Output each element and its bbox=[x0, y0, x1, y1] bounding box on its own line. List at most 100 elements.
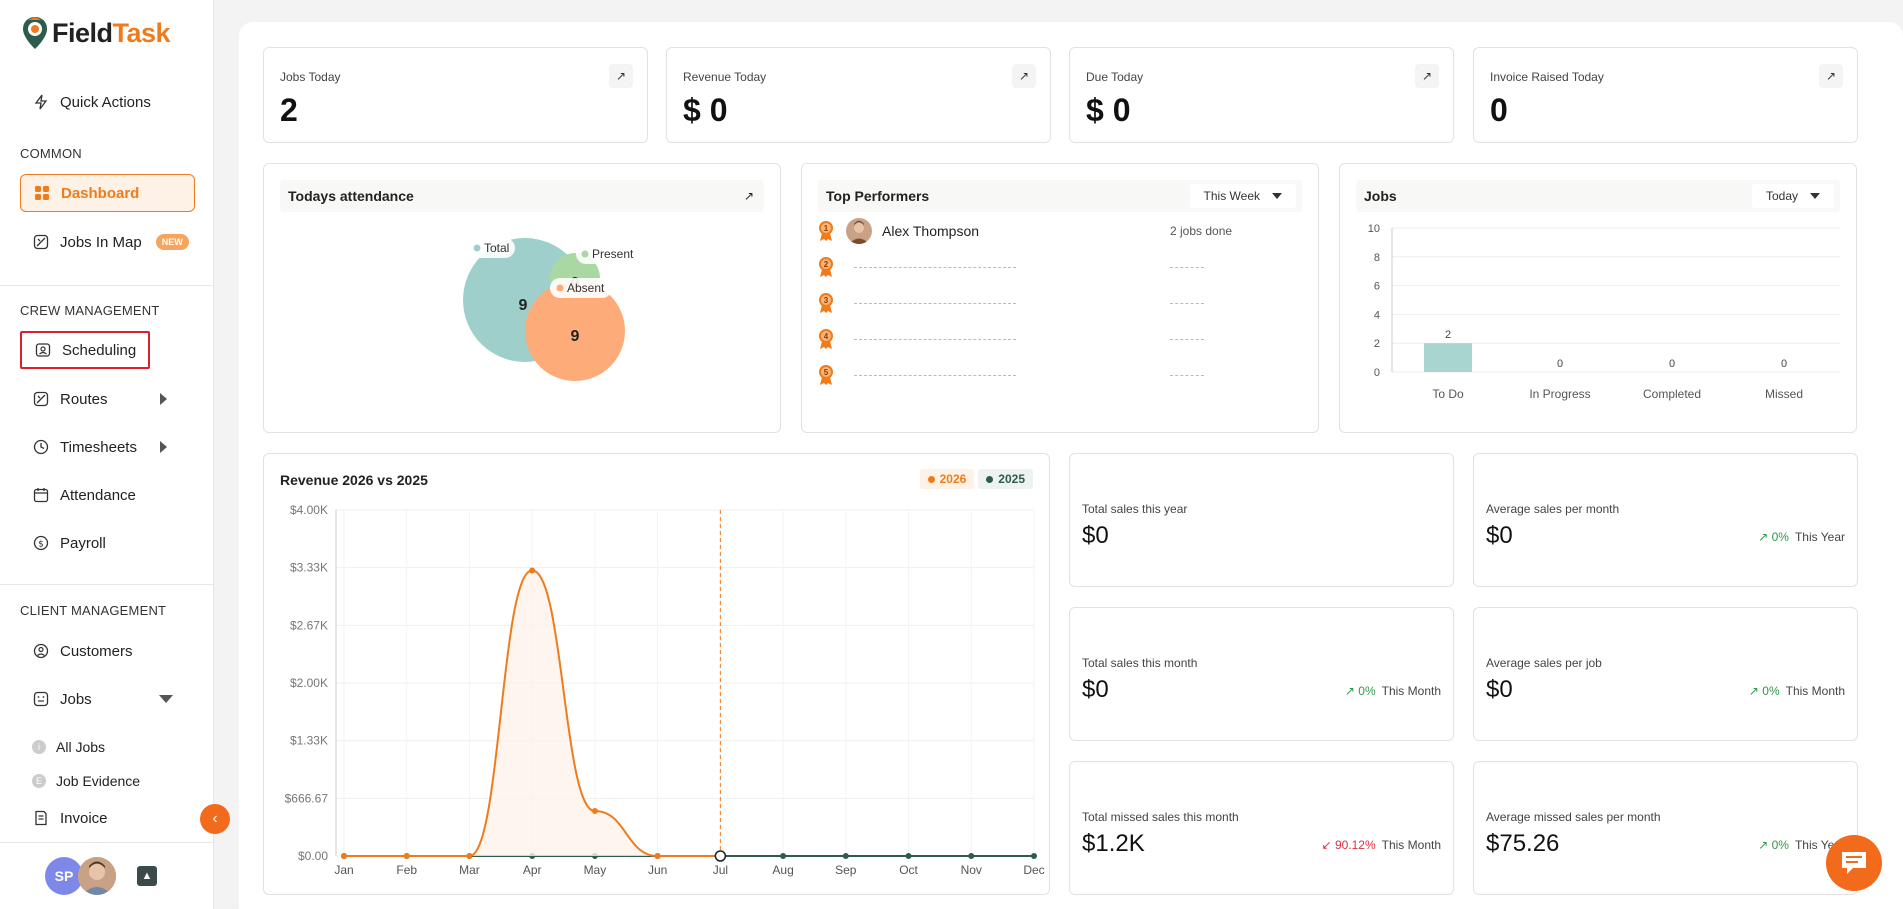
external-link-icon[interactable]: ↗ bbox=[1415, 64, 1439, 88]
data-point-2026[interactable] bbox=[529, 567, 536, 574]
x-tick-label: Apr bbox=[523, 863, 542, 877]
nav-attendance[interactable]: Attendance bbox=[20, 476, 195, 514]
jobs-icon bbox=[32, 690, 50, 708]
sales-card: Average sales per month $0 ↗ 0% This Year bbox=[1473, 453, 1858, 587]
x-tick-label: Jun bbox=[648, 863, 667, 877]
stat-label: Revenue Today bbox=[683, 70, 767, 84]
routes-icon bbox=[32, 390, 50, 408]
data-point-2025[interactable] bbox=[968, 853, 975, 859]
nav-quick-actions[interactable]: Quick Actions bbox=[20, 83, 195, 121]
chevron-up-icon[interactable]: ▲ bbox=[137, 866, 157, 886]
map-icon bbox=[32, 233, 50, 251]
stat-card-due-today: Due Today $ 0 ↗ bbox=[1069, 47, 1454, 143]
avatar[interactable]: SP bbox=[45, 857, 83, 895]
external-link-icon[interactable]: ↗ bbox=[743, 189, 754, 203]
chat-button[interactable] bbox=[1826, 835, 1882, 891]
data-point-2025[interactable] bbox=[842, 853, 849, 859]
placeholder-line bbox=[1170, 338, 1204, 340]
sales-trend: ↗ 0% This Month bbox=[1345, 684, 1441, 698]
all-jobs-icon: i bbox=[32, 740, 46, 754]
legend-2026[interactable]: 2026 bbox=[919, 469, 975, 489]
jobs-period-dropdown[interactable]: Today bbox=[1751, 184, 1834, 208]
top-performers-panel: Top Performers This Week 1 Alex Thompson 2… bbox=[801, 163, 1319, 433]
placeholder-line bbox=[1170, 266, 1204, 268]
nav-all-jobs[interactable]: i All Jobs bbox=[32, 739, 105, 755]
venn-absent[interactable] bbox=[525, 281, 625, 381]
nav-routes[interactable]: Routes bbox=[20, 380, 195, 418]
external-link-icon[interactable]: ↗ bbox=[1012, 64, 1036, 88]
app-logo[interactable]: FieldTask bbox=[22, 16, 171, 50]
performer-row: 1 Alex Thompson 2 jobs done bbox=[818, 216, 1302, 246]
stat-value: $ 0 bbox=[683, 92, 728, 128]
x-tick-label: Missed bbox=[1765, 387, 1803, 401]
data-point-2025[interactable] bbox=[905, 853, 912, 859]
job-evidence-icon: E bbox=[32, 774, 46, 788]
stat-value: 0 bbox=[1490, 92, 1508, 128]
top-performers-header: Top Performers This Week bbox=[818, 180, 1302, 212]
revenue-chart-title: Revenue 2026 vs 2025 bbox=[280, 472, 428, 488]
nav-customers[interactable]: Customers bbox=[20, 632, 195, 670]
lightning-icon bbox=[32, 93, 50, 111]
nav-dashboard[interactable]: Dashboard bbox=[20, 174, 195, 212]
sales-value: $75.26 bbox=[1486, 830, 1560, 857]
chevron-right-icon bbox=[160, 393, 167, 405]
y-tick-label: 4 bbox=[1374, 309, 1380, 321]
nav-payroll-label: Payroll bbox=[60, 534, 106, 552]
nav-job-evidence-label: Job Evidence bbox=[56, 773, 141, 789]
sidebar-divider bbox=[0, 285, 214, 286]
medal-icon: 4 bbox=[819, 329, 833, 349]
sales-period: This Month bbox=[1381, 684, 1441, 698]
nav-job-evidence[interactable]: E Job Evidence bbox=[32, 773, 140, 789]
sales-value: $1.2K bbox=[1082, 830, 1145, 857]
data-point-2026[interactable] bbox=[403, 853, 410, 859]
medal-icon: 1 bbox=[819, 221, 833, 241]
chevron-left-icon: ‹ bbox=[212, 810, 218, 827]
external-link-icon[interactable]: ↗ bbox=[1819, 64, 1843, 88]
sales-label: Average sales per job bbox=[1486, 656, 1602, 670]
x-tick-label: Sep bbox=[835, 863, 857, 877]
data-point-2026[interactable] bbox=[591, 808, 598, 815]
nav-invoice[interactable]: Invoice bbox=[20, 799, 195, 837]
nav-jobs-label: Jobs bbox=[60, 690, 92, 708]
performers-period-value: This Week bbox=[1203, 189, 1260, 203]
nav-scheduling-label: Scheduling bbox=[62, 341, 137, 359]
avatar-photo[interactable] bbox=[78, 857, 116, 895]
legend-2025[interactable]: 2025 bbox=[978, 469, 1033, 489]
venn-total-value: 9 bbox=[519, 297, 528, 314]
venn-total-label: Total bbox=[484, 241, 509, 255]
placeholder-line bbox=[1170, 374, 1204, 376]
data-point-2026[interactable] bbox=[341, 853, 347, 859]
nav-jobs-in-map[interactable]: Jobs In Map NEW bbox=[20, 223, 195, 261]
data-point-2026[interactable] bbox=[466, 853, 473, 859]
collapse-sidebar-button[interactable]: ‹ bbox=[200, 804, 230, 834]
chevron-down-icon bbox=[159, 695, 173, 703]
y-tick-label: 8 bbox=[1374, 252, 1380, 264]
sales-period: This Month bbox=[1381, 838, 1441, 852]
stat-label: Due Today bbox=[1086, 70, 1144, 84]
nav-scheduling[interactable]: Scheduling bbox=[20, 331, 150, 369]
sales-card: Average sales per job $0 ↗ 0% This Month bbox=[1473, 607, 1858, 741]
app-name: FieldTask bbox=[52, 17, 171, 48]
placeholder-line bbox=[1170, 302, 1204, 304]
data-point-2025[interactable] bbox=[780, 853, 787, 859]
bar[interactable] bbox=[1424, 343, 1472, 372]
external-link-icon[interactable]: ↗ bbox=[609, 64, 633, 88]
performer-jobs: 2 jobs done bbox=[1170, 224, 1233, 238]
x-tick-label: Mar bbox=[459, 863, 480, 877]
sales-card: Total sales this month $0 ↗ 0% This Month bbox=[1069, 607, 1454, 741]
performers-period-dropdown[interactable]: This Week bbox=[1189, 184, 1296, 208]
y-tick-label: $2.00K bbox=[290, 676, 328, 690]
data-point-2025[interactable] bbox=[1031, 853, 1037, 859]
trend-up-icon: ↗ 0% bbox=[1748, 684, 1780, 698]
stat-card-invoice-raised: Invoice Raised Today 0 ↗ bbox=[1473, 47, 1858, 143]
sales-card: Total sales this year $0 bbox=[1069, 453, 1454, 587]
nav-payroll[interactable]: $ Payroll bbox=[20, 524, 195, 562]
y-tick-label: 6 bbox=[1374, 281, 1380, 293]
nav-jobs[interactable]: Jobs bbox=[20, 680, 195, 718]
current-month-point[interactable] bbox=[714, 850, 727, 862]
nav-timesheets[interactable]: Timesheets bbox=[20, 428, 195, 466]
placeholder-line bbox=[854, 302, 1016, 304]
data-point-2026[interactable] bbox=[654, 853, 661, 859]
sales-trend: ↗ 0% This Year bbox=[1758, 530, 1845, 544]
bar-value-label: 0 bbox=[1557, 358, 1563, 370]
